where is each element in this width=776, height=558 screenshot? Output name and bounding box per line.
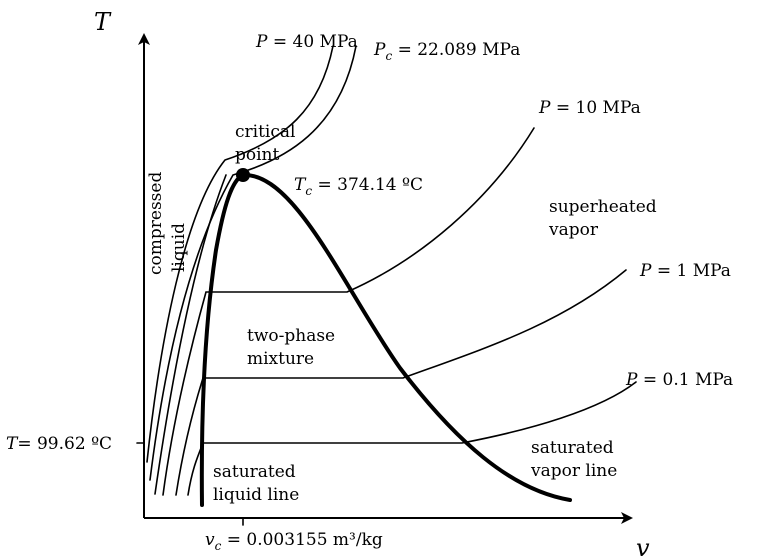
label-critical: critical: [235, 122, 295, 142]
isobar-0-1mpa: [187, 381, 637, 496]
isobar-40mpa: [146, 45, 334, 463]
label-tc: Tc = 374.14 ºC: [294, 175, 423, 198]
isobar-critical: [149, 45, 357, 481]
saturated-vapor-line: [241, 172, 572, 502]
y-tick-label: T= 99.62 ºC: [6, 434, 112, 454]
label-two-phase: two-phase: [247, 326, 335, 346]
label-pc: Pc = 22.089 MPa: [373, 40, 520, 63]
label-saturated-liquid-1: saturated: [213, 462, 296, 482]
x-axis-symbol: v: [636, 534, 650, 558]
label-p-1mpa: P = 1 MPa: [639, 261, 731, 281]
label-mixture: mixture: [247, 349, 314, 369]
label-p-10mpa: P = 10 MPa: [538, 98, 641, 118]
critical-point-marker: [236, 168, 250, 182]
compressed-liquid-isobar: [154, 174, 227, 495]
label-p-40mpa: P = 40 MPa: [255, 32, 358, 52]
y-axis-symbol: T: [94, 8, 112, 36]
label-saturated-liquid-2: liquid line: [213, 485, 299, 505]
label-liquid: liquid: [169, 223, 189, 272]
label-vapor: vapor: [548, 220, 599, 240]
isobar-10mpa: [162, 127, 535, 496]
label-point: point: [235, 145, 280, 165]
label-compressed: compressed: [146, 172, 166, 275]
label-superheated: superheated: [549, 197, 657, 217]
saturated-liquid-line: [199, 173, 245, 507]
label-p-0-1mpa: P = 0.1 MPa: [625, 370, 733, 390]
label-saturated-vapor-2: vapor line: [530, 461, 617, 481]
label-saturated-vapor-1: saturated: [531, 438, 614, 458]
x-tick-label: vc = 0.003155 m³/kg: [205, 530, 383, 553]
isobar-1mpa: [175, 269, 627, 496]
